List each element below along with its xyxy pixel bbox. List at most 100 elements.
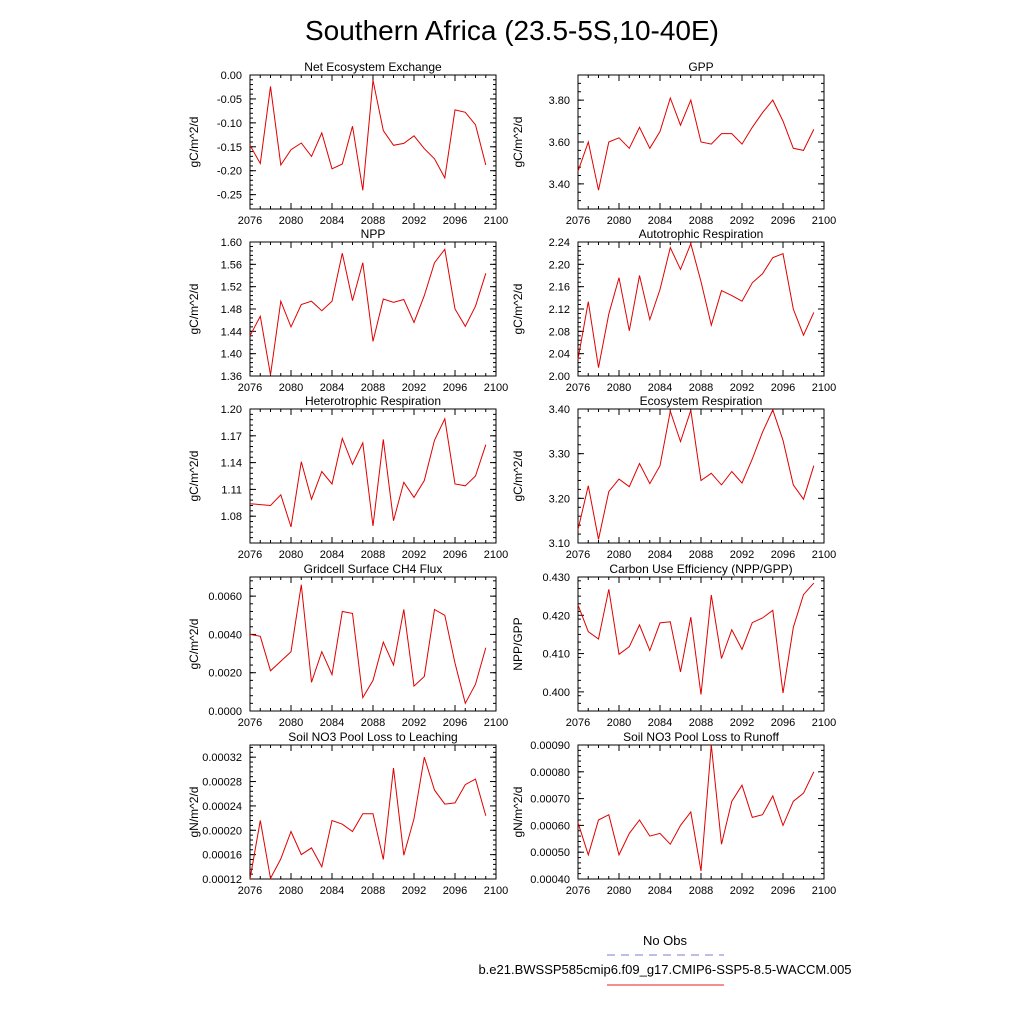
figure-title: Southern Africa (23.5-5S,10-40E) — [305, 15, 719, 46]
x-tick-label: 2084 — [320, 885, 344, 897]
x-tick-label: 2100 — [484, 215, 508, 227]
x-tick-label: 2100 — [812, 215, 836, 227]
y-axis-label: gN/m^2/d — [511, 787, 525, 838]
x-tick-label: 2096 — [771, 885, 795, 897]
x-tick-label: 2080 — [607, 717, 631, 729]
plot-frame — [577, 408, 825, 544]
y-tick-label: 0.00 — [221, 70, 242, 82]
y-tick-label: 0.00028 — [202, 777, 242, 789]
x-tick-label: 2096 — [771, 549, 795, 561]
x-tick-label: 2084 — [648, 215, 672, 227]
panel-title: GPP — [688, 60, 713, 74]
y-tick-label: 2.12 — [549, 304, 570, 316]
panel-title: NPP — [361, 227, 386, 241]
series-line-npp — [249, 248, 487, 375]
y-tick-label: 0.0000 — [208, 706, 242, 718]
x-tick-label: 2088 — [689, 549, 713, 561]
x-tick-label: 2092 — [730, 549, 754, 561]
x-tick-label: 2084 — [320, 382, 344, 394]
x-tick-label: 2080 — [607, 382, 631, 394]
x-tick-label: 2096 — [443, 717, 467, 729]
y-tick-label: 2.16 — [549, 282, 570, 294]
y-tick-label: 0.00020 — [202, 825, 242, 837]
x-tick-label: 2080 — [279, 382, 303, 394]
x-tick-label: 2100 — [812, 885, 836, 897]
series-line-autotrophic-respiration — [577, 242, 815, 368]
x-tick-label: 2080 — [607, 549, 631, 561]
x-tick-label: 2084 — [648, 549, 672, 561]
x-tick-label: 2100 — [812, 717, 836, 729]
x-tick-label: 2080 — [279, 885, 303, 897]
x-tick-label: 2076 — [238, 885, 262, 897]
y-axis-label: gC/m^2/d — [187, 117, 201, 168]
x-tick-label: 2096 — [771, 382, 795, 394]
panel-autotrophic-respiration: Autotrophic Respiration gC/m^2/d 2076 2080 2… — [511, 227, 836, 394]
x-tick-label: 2096 — [771, 717, 795, 729]
x-tick-label: 2100 — [812, 382, 836, 394]
y-tick-label: 2.24 — [549, 237, 570, 249]
x-tick-label: 2100 — [484, 717, 508, 729]
y-tick-label: 2.04 — [549, 349, 570, 361]
x-tick-label: 2080 — [279, 215, 303, 227]
y-axis-label: gC/m^2/d — [187, 451, 201, 502]
y-tick-label: 0.0040 — [208, 629, 242, 641]
y-axis-label: gC/m^2/d — [511, 284, 525, 335]
y-tick-label: 1.36 — [221, 371, 242, 383]
x-tick-label: 2092 — [730, 215, 754, 227]
y-axis-label: gC/m^2/d — [511, 117, 525, 168]
panel-title: Net Ecosystem Exchange — [304, 60, 442, 74]
panel-title: Autotrophic Respiration — [639, 227, 764, 241]
panel-soil-no3-pool-loss-to-runoff: Soil NO3 Pool Loss to Runoff gN/m^2/d 2076… — [511, 730, 836, 897]
y-tick-label: 0.00080 — [530, 767, 570, 779]
y-tick-label: 0.430 — [542, 572, 570, 584]
legend-obs-label: No Obs — [643, 933, 688, 948]
y-axis-label: gC/m^2/d — [187, 284, 201, 335]
y-axis-label: gN/m^2/d — [187, 787, 201, 838]
y-tick-label: 1.44 — [221, 326, 242, 338]
x-tick-label: 2088 — [361, 549, 385, 561]
y-tick-label: 2.00 — [549, 371, 570, 383]
y-tick-label: 0.00024 — [202, 801, 242, 813]
x-tick-label: 2092 — [402, 717, 426, 729]
panel-heterotrophic-respiration: Heterotrophic Respiration gC/m^2/d 2076 208… — [187, 394, 508, 561]
plot-frame — [577, 744, 825, 880]
panel-title: Heterotrophic Respiration — [305, 394, 441, 408]
y-tick-label: 1.17 — [221, 431, 242, 443]
x-tick-label: 2076 — [566, 382, 590, 394]
plot-frame — [249, 576, 497, 712]
y-tick-label: 1.11 — [221, 484, 242, 496]
y-tick-label: 1.56 — [221, 259, 242, 271]
panel-title: Soil NO3 Pool Loss to Runoff — [623, 730, 780, 744]
x-tick-label: 2088 — [361, 885, 385, 897]
y-tick-label: 0.00060 — [530, 820, 570, 832]
panel-gridcell-surface-ch4-flux: Gridcell Surface CH4 Flux gC/m^2/d 2076 208… — [187, 562, 508, 729]
panel-soil-no3-pool-loss-to-leaching: Soil NO3 Pool Loss to Leaching gN/m^2/d 20… — [187, 730, 508, 897]
panel-net-ecosystem-exchange: Net Ecosystem Exchange gC/m^2/d 2076 2080 20… — [187, 60, 508, 227]
y-tick-label: 1.14 — [221, 458, 242, 470]
x-tick-label: 2088 — [689, 885, 713, 897]
y-tick-label: 3.40 — [549, 179, 570, 191]
y-tick-label: 1.08 — [221, 511, 242, 523]
y-tick-label: 0.00032 — [202, 752, 242, 764]
x-tick-label: 2100 — [484, 885, 508, 897]
y-tick-label: 0.00050 — [530, 847, 570, 859]
panel-title: Ecosystem Respiration — [640, 394, 763, 408]
x-tick-label: 2096 — [443, 215, 467, 227]
y-tick-label: 3.40 — [549, 404, 570, 416]
y-tick-label: 0.00012 — [202, 874, 242, 886]
panel-npp: NPP gC/m^2/d 2076 2080 2084 2088 2092 2096 2100 1… — [187, 227, 508, 394]
x-tick-label: 2092 — [402, 885, 426, 897]
y-axis-label: gC/m^2/d — [187, 619, 201, 670]
x-tick-label: 2084 — [648, 382, 672, 394]
y-axis-label: NPP/GPP — [511, 617, 525, 670]
y-tick-label: -0.20 — [217, 166, 242, 178]
series-line-heterotrophic-respiration — [249, 417, 487, 528]
x-tick-label: 2084 — [320, 549, 344, 561]
x-tick-label: 2076 — [566, 549, 590, 561]
series-line-gpp — [577, 96, 815, 191]
x-tick-label: 2096 — [443, 549, 467, 561]
y-tick-label: -0.15 — [217, 142, 242, 154]
x-tick-label: 2088 — [361, 215, 385, 227]
y-tick-label: 1.20 — [221, 404, 242, 416]
